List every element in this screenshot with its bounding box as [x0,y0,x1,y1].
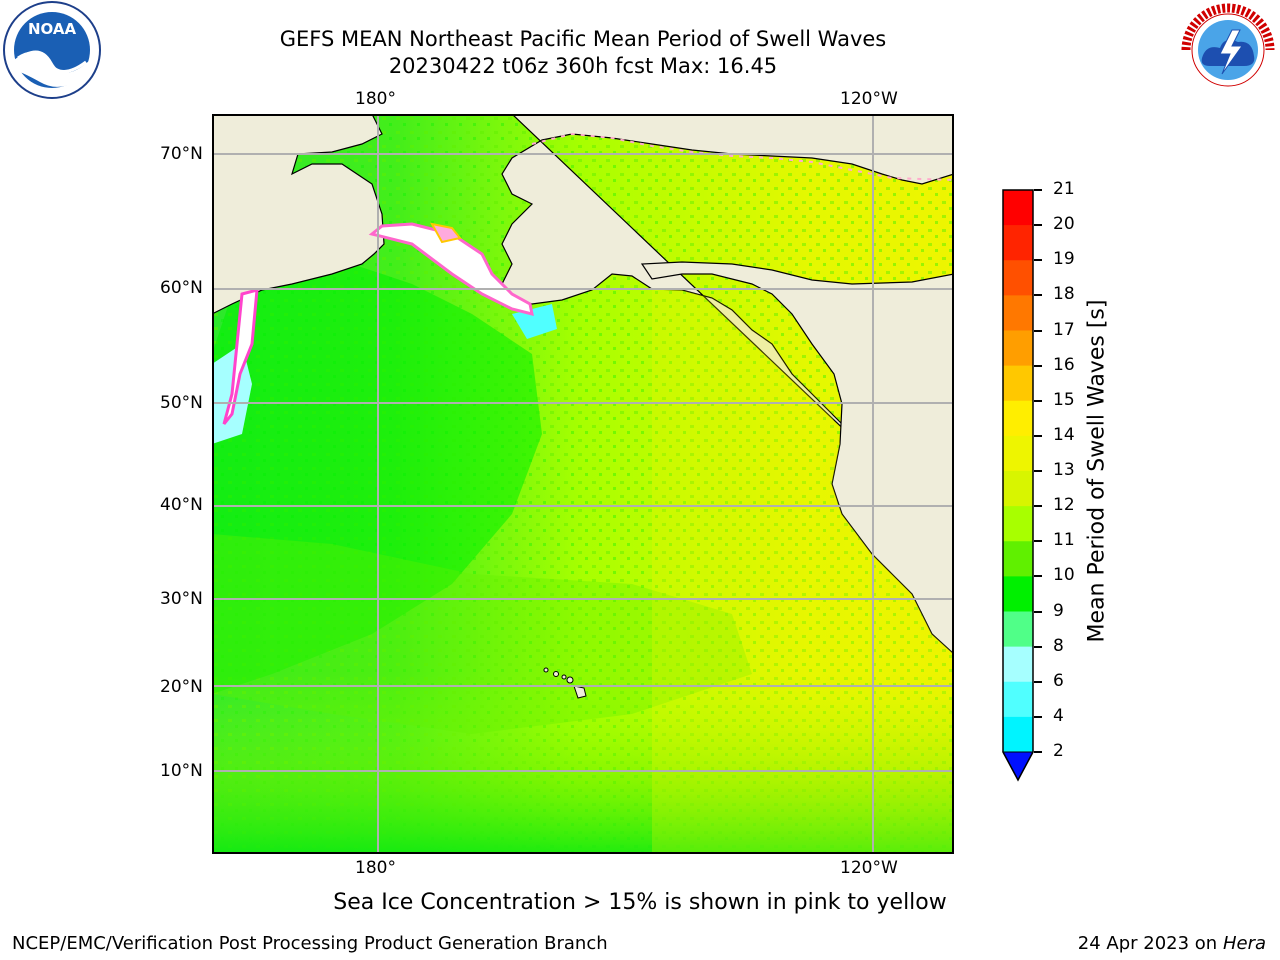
colorbar-segment [1003,225,1033,261]
colorbar-tick-mark [1034,189,1042,191]
colorbar-segment [1003,365,1033,402]
lat-label-40n: 40°N [160,495,203,515]
colorbar-tick-label: 19 [1053,249,1075,270]
nws-logo [1176,0,1280,100]
colorbar [1002,188,1038,788]
colorbar-tick-mark [1034,680,1042,683]
colorbar-tick-label: 21 [1053,179,1075,199]
colorbar-segment [1003,716,1033,753]
colorbar-tick-mark [1034,224,1042,227]
colorbar-tick-label: 10 [1053,565,1075,586]
coast-ocean-fill [652,289,954,854]
ocean-south-band [212,674,954,854]
colorbar-segment [1003,330,1033,367]
colorbar-tick-mark [1034,505,1042,508]
colorbar-tick-label: 15 [1053,389,1075,410]
lon-label-top-180: 180° [355,89,396,109]
colorbar-tick-mark [1034,364,1042,367]
colorbar-segment [1003,471,1033,507]
colorbar-segment [1003,646,1033,683]
lat-label-60n: 60°N [160,278,203,298]
sea-ice-arctic-edge [531,132,955,181]
colorbar-tick-label: 17 [1053,319,1075,340]
colorbar-tick-label: 6 [1053,670,1064,691]
land-alaska-canada [501,113,955,535]
sea-ice-note: Sea Ice Concentration > 15% is shown in … [333,890,947,915]
noaa-logo: NOAA [0,0,104,100]
hawaii-islands [543,667,587,699]
sea-ice-bering [368,222,534,317]
colorbar-segment [1003,506,1033,542]
lon-label-top-120w: 120°W [840,89,898,109]
lon-label-bottom-120w: 120°W [840,858,898,878]
colorbar-tick-label: 14 [1053,424,1075,445]
colorbar-graphic [1002,189,1034,782]
colorbar-tick-label: 4 [1053,705,1064,726]
footer-host: Hera [1222,933,1266,954]
colorbar-segment [1003,681,1033,718]
colorbar-tick-mark [1034,294,1042,297]
colorbar-tick-label: 13 [1053,460,1075,480]
map-frame [212,114,954,854]
colorbar-tick-mark [1034,715,1042,718]
colorbar-tick-mark [1034,575,1042,578]
swell-period-map [211,113,955,854]
map-gridlines [212,114,954,854]
colorbar-label: Mean Period of Swell Waves [s] [1084,299,1110,643]
land-west-coast [640,261,955,656]
lat-label-10n: 10°N [160,761,203,781]
colorbar-tick-label: 2 [1053,741,1064,761]
colorbar-segment [1003,400,1033,437]
noaa-logo-text: NOAA [28,20,77,38]
colorbar-tick-mark [1034,751,1042,753]
ocean-midlat-region [212,534,752,734]
sea-ice-west [222,287,259,425]
colorbar-tick-label: 18 [1053,284,1075,305]
colorbar-tick-mark [1034,470,1042,472]
colorbar-segment [1003,435,1033,472]
colorbar-tick-label: 12 [1053,495,1075,516]
colorbar-extend-arrow [1002,751,1034,782]
lat-label-50n: 50°N [160,393,203,413]
footer-date: 24 Apr 2023 on [1077,933,1223,954]
lat-label-30n: 30°N [160,589,203,609]
lat-label-70n: 70°N [160,144,203,164]
map-panel [211,113,955,854]
colorbar-tick-mark [1034,329,1042,332]
colorbar-tick-label: 16 [1053,354,1075,375]
colorbar-tick-mark [1034,434,1042,437]
colorbar-segment [1003,190,1033,226]
colorbar-frame [1002,189,1034,782]
colorbar-tick-mark [1034,540,1042,543]
sea-ice-chukchi [430,222,462,244]
colorbar-segment [1003,260,1033,296]
colorbar-segment [1003,611,1033,648]
colorbar-tick-mark [1034,259,1042,262]
colorbar-tick-mark [1034,645,1042,648]
lat-label-20n: 20°N [160,677,203,697]
lon-label-bottom-180: 180° [355,858,396,878]
footer-left: NCEP/EMC/Verification Post Processing Pr… [12,933,608,954]
colorbar-tick-mark [1034,610,1042,613]
chart-title: GEFS MEAN Northeast Pacific Mean Period … [279,27,887,51]
colorbar-tick-label: 20 [1053,214,1075,235]
colorbar-tick-label: 11 [1053,530,1075,551]
colorbar-tick-mark [1034,399,1042,402]
chart-subtitle: 20230422 t06z 360h fcst Max: 16.45 [388,54,778,78]
colorbar-tick-label: 8 [1053,635,1064,656]
colorbar-segment [1003,295,1033,331]
colorbar-tick-label: 9 [1053,600,1064,621]
colorbar-segment [1003,576,1033,612]
colorbar-segment [1003,541,1033,577]
footer-right: 24 Apr 2023 on Hera [1078,933,1266,954]
